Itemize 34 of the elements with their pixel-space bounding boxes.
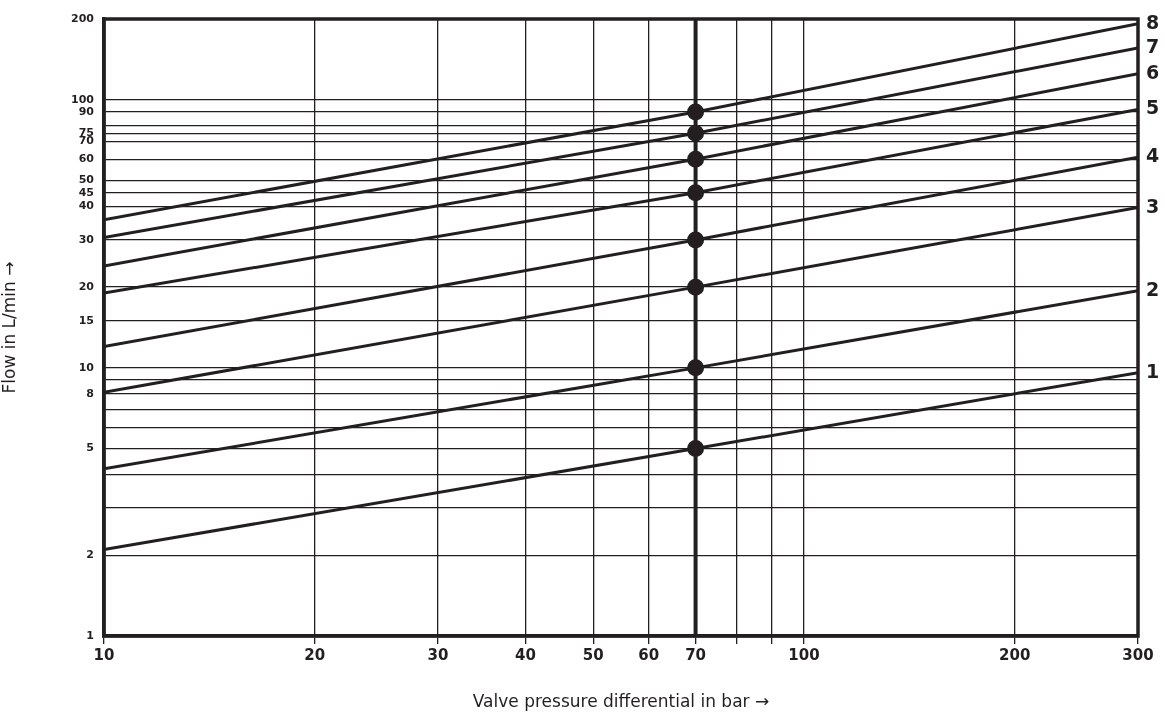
series-label: 4 (1146, 144, 1160, 167)
x-axis-title: Valve pressure differential in bar → (472, 691, 770, 712)
y-tick-label: 1 (86, 628, 94, 642)
x-tick-label: 70 (685, 645, 707, 664)
x-tick-label: 100 (788, 645, 820, 664)
series-label: 1 (1146, 359, 1160, 382)
series-label: 8 (1146, 10, 1160, 33)
x-tick-label: 20 (304, 645, 326, 664)
x-tick-label: 40 (515, 645, 536, 664)
series-label: 6 (1146, 60, 1160, 83)
y-tick-label: 50 (78, 173, 95, 187)
x-tick-label: 50 (582, 645, 604, 664)
series-label: 2 (1146, 277, 1160, 300)
y-tick-label: 8 (86, 386, 94, 400)
x-tick-label: 200 (999, 645, 1031, 664)
y-tick-label: 40 (78, 199, 95, 213)
x-tick-label: 300 (1122, 645, 1154, 664)
y-tick-label: 10 (78, 360, 95, 374)
y-tick-label: 2 (86, 548, 94, 562)
y-tick-label: 20 (78, 280, 95, 293)
y-tick-label: 5 (86, 441, 94, 455)
y-tick-label: 45 (78, 185, 94, 199)
y-axis-title: Flow in L/min → (0, 261, 19, 394)
x-tick-label: 60 (638, 645, 660, 664)
y-tick-label: 90 (78, 104, 95, 118)
y-tick-label: 30 (78, 232, 95, 246)
y-tick-label: 100 (71, 92, 95, 106)
x-tick-label: 30 (427, 645, 449, 664)
series-label: 3 (1146, 194, 1160, 217)
series-label: 5 (1146, 96, 1160, 119)
series-label: 7 (1146, 34, 1160, 57)
y-tick-label: 60 (78, 152, 95, 166)
y-tick-label: 15 (78, 313, 94, 327)
y-tick-label: 200 (71, 11, 95, 25)
